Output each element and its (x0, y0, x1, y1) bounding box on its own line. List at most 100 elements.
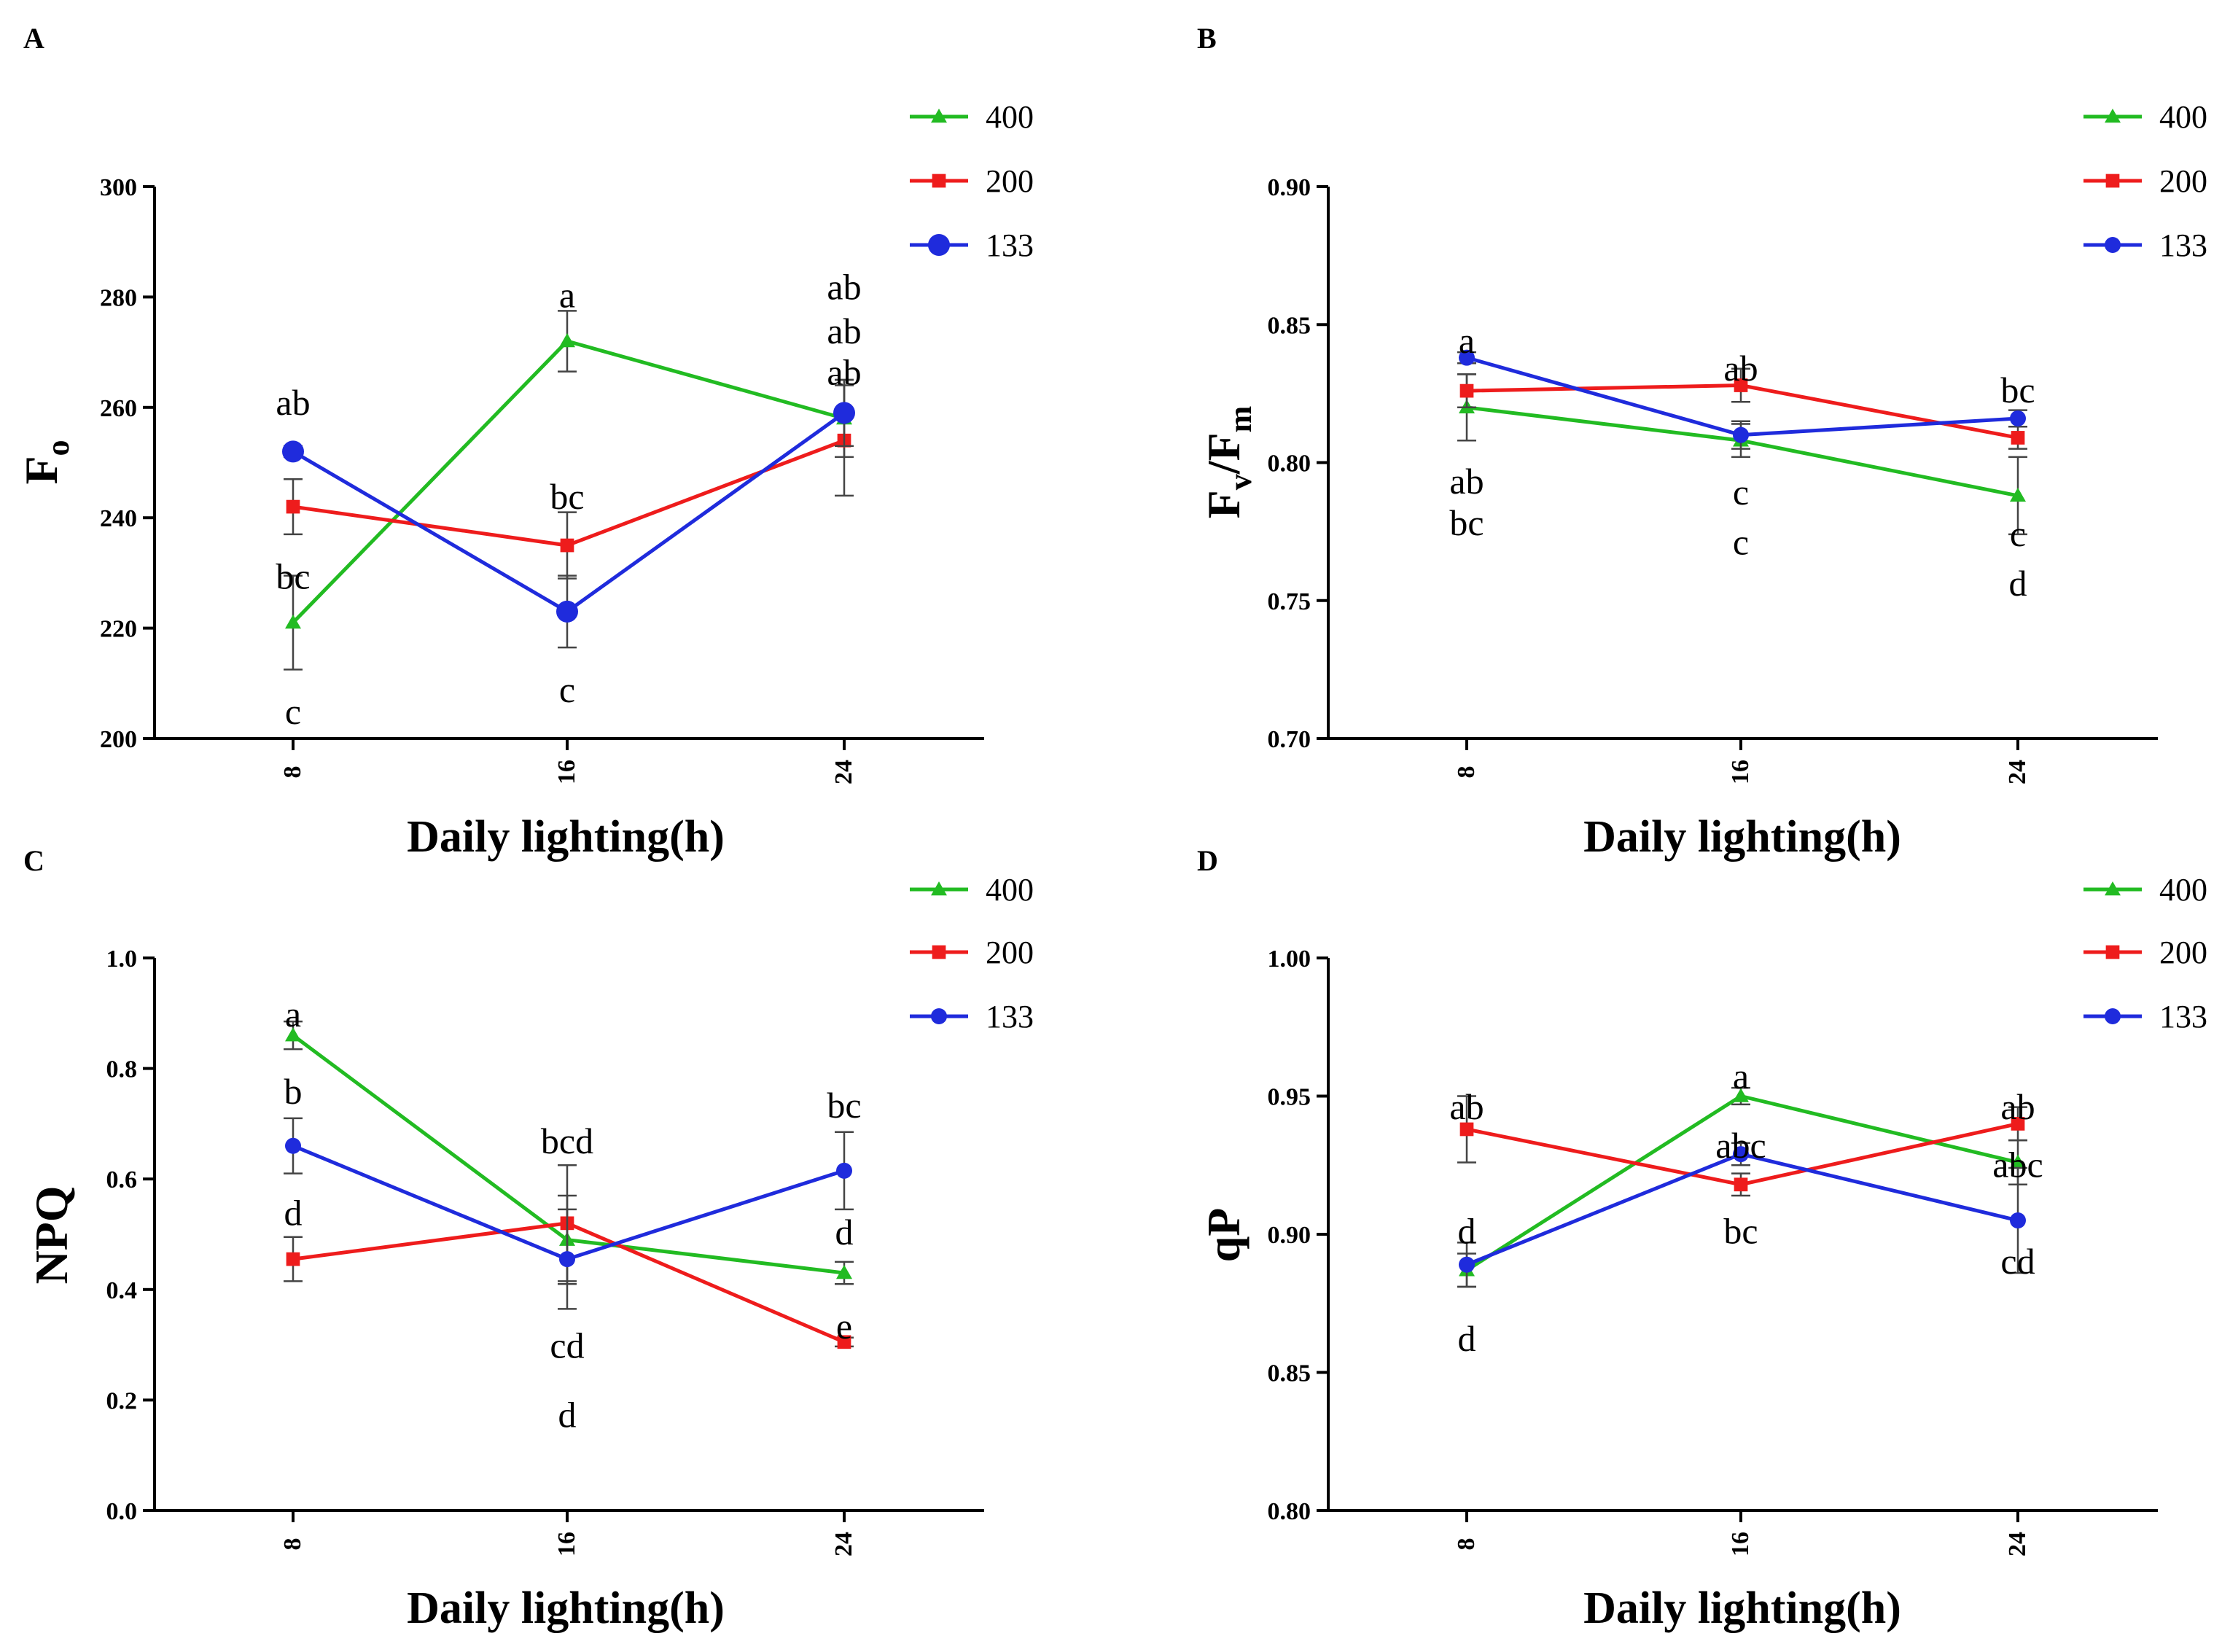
panel-letter: D (1197, 844, 1218, 877)
y-tick-label: 0.80 (1268, 451, 1311, 478)
significance-label: ab (827, 352, 861, 393)
legend-label: 400 (986, 99, 1034, 135)
data-point (1734, 378, 1748, 392)
panel-b: B 0.70 0.75 0.80 0.85 0.90 8 16 24 Daily lighting… (1197, 22, 2207, 862)
x-axis-label: Daily lighting(h) (1583, 1583, 1901, 1633)
data-point (1459, 349, 1475, 366)
significance-label: a (1733, 1056, 1749, 1096)
legend-marker (932, 174, 946, 188)
data-point (2011, 1117, 2025, 1131)
legend: 400 200 133 (910, 99, 1034, 263)
data-point (836, 1162, 852, 1179)
x-tick-label: 8 (279, 766, 306, 779)
y-tick-label: 0.85 (1268, 312, 1311, 339)
legend-marker (2105, 945, 2120, 959)
y-tick-label: 220 (100, 616, 137, 643)
significance-label: b (284, 1071, 303, 1112)
legend-marker (2105, 237, 2121, 253)
series-133 (284, 1117, 854, 1310)
y-tick-label: 1.0 (106, 946, 138, 973)
legend-label: 200 (986, 935, 1034, 970)
legend: 400 200 133 (2083, 872, 2207, 1035)
panel-letter: C (23, 844, 44, 877)
legend-item-200: 200 (2083, 163, 2207, 199)
data-point (560, 538, 574, 553)
significance-label: d (2009, 563, 2027, 604)
y-tick-label: 240 (100, 505, 137, 532)
data-point (1733, 1088, 1749, 1102)
data-point (836, 1265, 852, 1279)
data-point (1459, 383, 1474, 398)
legend-item-133: 133 (910, 999, 1034, 1035)
legend-label: 133 (986, 227, 1034, 263)
data-point (285, 1027, 301, 1042)
series-133 (282, 378, 855, 649)
data-point (286, 499, 300, 514)
significance-label: c (1733, 521, 1749, 562)
x-tick-label: 24 (830, 760, 857, 784)
legend-label: 400 (2159, 872, 2207, 908)
legend-label: 133 (2159, 227, 2207, 263)
x-tick-label: 24 (2004, 1532, 2031, 1556)
data-point (282, 440, 304, 463)
legend-marker (2105, 109, 2121, 123)
y-tick-label: 0.80 (1268, 1498, 1311, 1525)
significance-label: ab (1449, 461, 1484, 502)
legend-item-200: 200 (2083, 935, 2207, 970)
x-axis-label: Daily lighting(h) (407, 1583, 725, 1633)
legend-item-133: 133 (2083, 227, 2207, 263)
series-133 (1457, 349, 2027, 450)
legend-label: 400 (986, 872, 1034, 908)
panel-letter: A (23, 22, 44, 55)
legend: 400 200 133 (910, 872, 1034, 1035)
x-axis-label: Daily lighting(h) (1583, 812, 1901, 862)
legend-label: 200 (2159, 163, 2207, 199)
y-axis-label: Fv/Fm (1198, 406, 1258, 519)
significance-label: ab (827, 266, 861, 307)
y-tick-label: 0.8 (106, 1056, 138, 1083)
significance-label: abc (1715, 1125, 1766, 1166)
legend-marker (932, 945, 946, 959)
data-point (1459, 1256, 1475, 1273)
significance-label: c (559, 669, 575, 710)
data-point (286, 1252, 300, 1266)
legend-item-400: 400 (910, 99, 1034, 135)
x-tick-label: 24 (830, 1532, 857, 1556)
legend-item-400: 400 (2083, 872, 2207, 908)
significance-label: e (836, 1306, 852, 1347)
significance-label: bcd (541, 1121, 593, 1161)
data-point (833, 402, 855, 424)
y-tick-label: 300 (100, 174, 137, 201)
panel-c: C 0.0 0.2 0.4 0.6 0.8 1.0 8 16 24 Daily lighting(h… (23, 844, 1034, 1633)
data-point (2010, 410, 2026, 426)
significance-label: bc (550, 476, 584, 517)
legend-item-400: 400 (2083, 99, 2207, 135)
significance-label: cd (2000, 1241, 2035, 1282)
significance-label: ab (1723, 348, 1758, 389)
data-point (837, 1335, 851, 1349)
y-axis-label: qP (1198, 1208, 1250, 1263)
y-tick-label: 0.90 (1268, 174, 1311, 201)
y-tick-label: 0.85 (1268, 1360, 1311, 1387)
data-point (556, 600, 578, 623)
y-tick-label: 0.70 (1268, 726, 1311, 753)
significance-label: c (285, 691, 301, 732)
significance-label: d (284, 1193, 303, 1234)
y-tick-label: 260 (100, 395, 137, 422)
panel-letter: B (1197, 22, 1217, 55)
legend-label: 133 (986, 999, 1034, 1035)
significance-label: bc (2000, 370, 2035, 410)
x-tick-label: 8 (279, 1538, 306, 1551)
data-point (1733, 426, 1749, 443)
panel-a: A 200 220 240 260 280 300 8 16 24 Daily lighting(h… (15, 22, 1034, 862)
legend-marker (2105, 174, 2120, 188)
significance-label: bc (1449, 502, 1484, 543)
legend-marker (931, 1008, 947, 1024)
significance-label: c (2010, 513, 2026, 554)
y-tick-label: 280 (100, 284, 137, 311)
significance-label: abc (1992, 1144, 2043, 1185)
y-tick-label: 0.95 (1268, 1084, 1311, 1111)
legend-item-400: 400 (910, 872, 1034, 908)
significance-label: ab (2000, 1086, 2035, 1127)
significance-label: bc (1723, 1210, 1758, 1251)
